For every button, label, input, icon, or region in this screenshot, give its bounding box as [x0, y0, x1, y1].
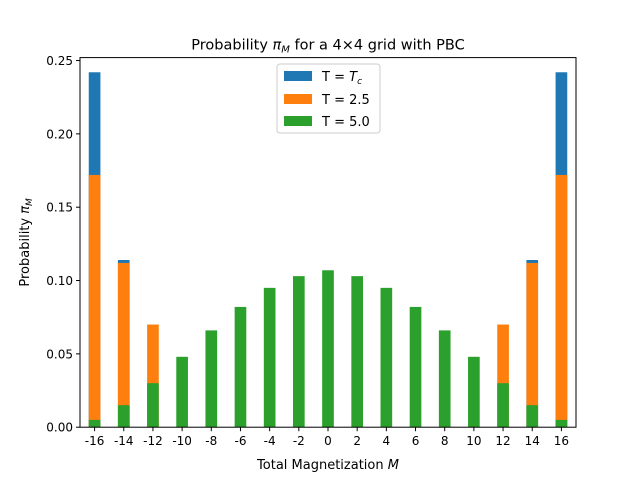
legend-swatch-t50 — [284, 116, 312, 126]
legend-label-tc-symbol: T — [349, 70, 358, 85]
x-tick-label: 8 — [441, 434, 449, 448]
x-tick-label: 14 — [525, 434, 540, 448]
bar-series-2-m--2 — [292, 276, 305, 428]
bar-series-2-m-12 — [497, 383, 509, 428]
chart-title-symbol: π — [273, 38, 282, 54]
bar-series-1-m--12 — [147, 324, 159, 428]
bar-series-2-m--4 — [263, 287, 276, 428]
bar-series-1-m-12 — [497, 324, 509, 428]
x-axis-ticks: -16 -14 -12 -10 -8 -6 -4 -2 0 2 4 6 8 10 12 14 16 — [85, 427, 569, 448]
x-tick-label: 10 — [466, 434, 481, 448]
legend-label-tc-subscript: c — [357, 77, 362, 87]
bar-series-2-m-6 — [409, 306, 422, 428]
bar-series-1-m-16 — [555, 174, 568, 428]
chart-title-suffix: for a 4×4 grid with PBC — [290, 38, 465, 54]
plot-frame — [79, 57, 577, 428]
bar-series-1-m-14 — [526, 262, 539, 428]
bar-series-2-m--6 — [234, 306, 247, 428]
x-axis-label-symbol: M — [388, 458, 399, 473]
bar-series-2-m-16 — [555, 419, 568, 428]
bar-series-2-m--12 — [147, 383, 159, 428]
bar-series-2-m--8 — [205, 330, 218, 428]
bar-series-1-m--14 — [117, 262, 130, 428]
y-tick-label: 0.00 — [46, 421, 73, 435]
legend-label-t50: T = 5.0 — [321, 115, 370, 130]
bar-series-2-m--10 — [176, 356, 188, 428]
y-axis-label-subscript: M — [25, 198, 35, 206]
legend-swatch-t25 — [284, 94, 312, 104]
y-tick-label: 0.15 — [46, 201, 73, 215]
y-axis-label-symbol: π — [18, 206, 33, 214]
x-axis-label-text: Total Magnetization — [256, 458, 388, 473]
x-tick-label: 16 — [554, 434, 569, 448]
y-axis-label: Probability πM — [18, 198, 35, 287]
x-axis-label: Total Magnetization M — [256, 458, 399, 473]
legend: T = Tc T = 2.5 T = 5.0 — [276, 63, 381, 134]
bar-series-2-m-14 — [526, 405, 539, 428]
legend-label-t25: T = 2.5 — [321, 93, 370, 108]
x-tick-label: 0 — [324, 434, 332, 448]
x-tick-label: -8 — [205, 434, 217, 448]
y-axis-label-text: Probability — [18, 214, 33, 287]
bar-series-2-m-2 — [351, 276, 364, 428]
x-tick-label: -10 — [172, 434, 192, 448]
bar-series-1-m--16 — [88, 174, 101, 428]
chart-title-prefix: Probability — [191, 38, 272, 54]
legend-frame — [276, 63, 381, 134]
x-tick-label: -2 — [293, 434, 305, 448]
x-tick-label: 2 — [353, 434, 361, 448]
chart-title: Probability πM for a 4×4 grid with PBC — [191, 38, 464, 56]
bar-series-2-m--16 — [88, 419, 101, 428]
bar-series-2-m--14 — [117, 405, 130, 428]
legend-swatch-tc — [284, 71, 312, 81]
chart-title-subscript: M — [281, 45, 290, 56]
x-tick-label: 4 — [383, 434, 391, 448]
bar-series-2-m-0 — [322, 270, 334, 428]
y-tick-label: 0.10 — [46, 274, 73, 288]
x-tick-label: 12 — [495, 434, 510, 448]
bar-series-2-m-10 — [468, 356, 480, 428]
legend-label-tc-prefix: T = — [321, 70, 349, 85]
bars-layer — [88, 72, 568, 428]
bar-series-2-m-8 — [438, 330, 451, 428]
x-tick-label: -14 — [114, 434, 134, 448]
y-tick-label: 0.20 — [46, 127, 73, 141]
x-tick-label: -4 — [264, 434, 276, 448]
legend-label-tc: T = Tc — [321, 70, 362, 87]
bar-series-2-m-4 — [380, 287, 393, 428]
y-axis-ticks: 0.00 0.05 0.10 0.15 0.20 0.25 — [46, 54, 80, 435]
y-tick-label: 0.05 — [46, 347, 73, 361]
x-tick-label: -6 — [234, 434, 246, 448]
y-tick-label: 0.25 — [46, 54, 73, 68]
x-tick-label: -16 — [85, 434, 105, 448]
x-tick-label: 6 — [412, 434, 420, 448]
x-tick-label: -12 — [143, 434, 163, 448]
